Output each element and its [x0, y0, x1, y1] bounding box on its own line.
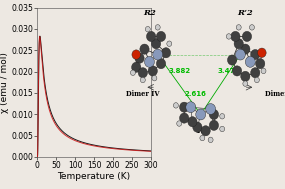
Circle shape	[201, 126, 210, 136]
Circle shape	[226, 34, 231, 39]
Text: R1: R1	[196, 127, 209, 135]
Circle shape	[242, 31, 252, 42]
Circle shape	[146, 31, 156, 42]
Circle shape	[173, 103, 178, 108]
Circle shape	[138, 68, 147, 78]
Circle shape	[131, 70, 135, 75]
Circle shape	[235, 49, 245, 60]
Text: 3.479: 3.479	[218, 68, 240, 74]
Circle shape	[140, 44, 149, 54]
Circle shape	[241, 71, 250, 81]
Circle shape	[243, 81, 248, 86]
Circle shape	[220, 114, 225, 119]
Circle shape	[167, 41, 172, 46]
Circle shape	[135, 53, 144, 63]
Circle shape	[144, 56, 154, 67]
Circle shape	[132, 50, 141, 59]
Y-axis label: χ (emu / mol): χ (emu / mol)	[0, 52, 9, 113]
Circle shape	[186, 102, 196, 113]
Circle shape	[155, 25, 160, 30]
Text: R2: R2	[143, 9, 156, 17]
Circle shape	[161, 48, 171, 58]
Circle shape	[208, 137, 213, 143]
Circle shape	[156, 31, 166, 42]
Text: 3.882: 3.882	[168, 68, 190, 74]
Circle shape	[153, 49, 163, 60]
Circle shape	[156, 59, 166, 69]
Circle shape	[200, 135, 205, 141]
Circle shape	[151, 39, 161, 49]
Circle shape	[251, 68, 260, 78]
Text: Dimer IV: Dimer IV	[126, 91, 160, 98]
Circle shape	[145, 26, 150, 32]
Text: 2.616: 2.616	[185, 91, 207, 98]
Circle shape	[251, 50, 260, 60]
Circle shape	[209, 120, 219, 130]
Circle shape	[180, 113, 189, 123]
X-axis label: Temperature (K): Temperature (K)	[58, 172, 131, 181]
Circle shape	[180, 102, 189, 112]
Circle shape	[209, 109, 219, 119]
Circle shape	[236, 25, 241, 30]
Circle shape	[234, 39, 243, 49]
Circle shape	[255, 77, 259, 83]
Circle shape	[249, 25, 255, 30]
Circle shape	[196, 109, 206, 120]
Circle shape	[220, 126, 225, 132]
Circle shape	[261, 68, 266, 74]
Circle shape	[241, 44, 250, 54]
Text: Dimer III: Dimer III	[265, 91, 285, 98]
Circle shape	[148, 66, 157, 76]
Circle shape	[177, 121, 182, 126]
Circle shape	[193, 122, 202, 132]
Circle shape	[188, 117, 197, 127]
Circle shape	[206, 104, 215, 115]
Circle shape	[227, 55, 237, 65]
Circle shape	[152, 75, 157, 81]
Text: R‘2: R‘2	[237, 9, 253, 17]
Circle shape	[258, 48, 266, 57]
Circle shape	[140, 77, 145, 83]
Circle shape	[256, 59, 265, 69]
Circle shape	[233, 66, 242, 76]
Circle shape	[231, 31, 240, 42]
Circle shape	[132, 62, 141, 72]
Circle shape	[245, 56, 255, 67]
